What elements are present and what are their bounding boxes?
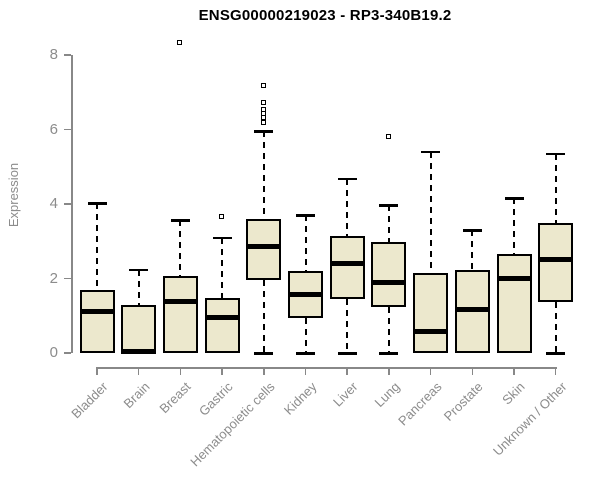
lower-whisker-cap	[254, 352, 274, 355]
y-axis-tick	[64, 54, 71, 56]
upper-whisker	[346, 178, 349, 237]
upper-whisker-cap	[212, 236, 232, 240]
median-line	[121, 348, 157, 354]
box-iqr	[496, 253, 532, 353]
outlier-point	[385, 134, 391, 140]
y-tick-label: 0	[49, 344, 58, 361]
box-iqr	[371, 241, 407, 308]
lower-whisker-cap	[546, 352, 566, 355]
y-axis-tick	[64, 277, 71, 280]
median-line	[288, 292, 323, 298]
outlier-point	[177, 39, 183, 45]
upper-whisker	[429, 151, 432, 273]
upper-whisker	[387, 205, 390, 242]
y-tick-label: 6	[49, 120, 58, 138]
upper-whisker-cap	[129, 268, 149, 272]
y-axis-tick	[64, 203, 71, 205]
upper-whisker	[137, 269, 140, 305]
median-line	[246, 243, 282, 249]
median-line	[162, 299, 198, 305]
outlier-point	[260, 99, 266, 105]
x-axis-tick	[429, 368, 432, 375]
upper-whisker-cap	[504, 197, 524, 200]
outlier-point	[260, 82, 266, 88]
y-tick-label: 2	[49, 269, 58, 287]
box-iqr	[329, 236, 365, 299]
upper-whisker-cap	[254, 130, 274, 133]
box-iqr	[413, 272, 449, 353]
x-axis-tick	[513, 368, 515, 375]
y-axis-tick	[64, 128, 71, 131]
median-line	[454, 307, 490, 313]
x-axis-tick	[304, 368, 307, 375]
upper-whisker	[513, 198, 515, 254]
y-tick-label: 4	[49, 195, 58, 212]
outlier-point	[219, 213, 225, 219]
x-axis-tick	[388, 368, 390, 375]
x-axis-tick	[221, 368, 223, 375]
y-axis-tick	[64, 352, 71, 354]
lower-whisker-cap	[379, 352, 399, 355]
median-line	[496, 276, 532, 281]
y-axis-line	[71, 55, 73, 353]
lower-whisker-cap	[337, 352, 357, 355]
x-axis-tick	[137, 368, 140, 375]
upper-whisker-cap	[421, 150, 441, 154]
upper-whisker	[554, 153, 557, 224]
x-axis-tick	[346, 368, 348, 375]
y-tick-label: 8	[49, 46, 58, 63]
upper-whisker	[471, 230, 474, 270]
lower-whisker-cap	[296, 352, 315, 355]
chart-title: ENSG00000219023 - RP3-340B19.2	[198, 7, 452, 24]
x-axis-tick	[96, 368, 98, 375]
upper-whisker	[179, 220, 182, 276]
upper-whisker-cap	[296, 214, 315, 217]
median-line	[329, 260, 365, 266]
x-axis-tick	[471, 368, 474, 375]
upper-whisker	[304, 215, 307, 272]
box-iqr	[204, 298, 240, 353]
upper-whisker-cap	[87, 202, 107, 205]
x-axis-tick	[554, 368, 557, 375]
box-iqr	[538, 223, 574, 302]
upper-whisker	[262, 131, 265, 219]
median-line	[79, 308, 115, 314]
upper-whisker	[221, 237, 224, 299]
x-axis-line	[96, 367, 557, 369]
box-iqr	[79, 289, 115, 353]
lower-whisker	[304, 317, 307, 353]
x-axis-tick	[263, 368, 265, 375]
box-iqr	[162, 275, 198, 353]
median-line	[204, 315, 240, 321]
lower-whisker	[262, 279, 265, 353]
upper-whisker-cap	[379, 204, 399, 207]
upper-whisker-cap	[337, 177, 357, 181]
median-line	[413, 328, 449, 334]
box-iqr	[121, 304, 157, 353]
lower-whisker	[554, 301, 557, 353]
box-iqr	[246, 218, 282, 280]
outlier-point	[260, 119, 266, 125]
x-axis-tick	[179, 368, 182, 375]
median-line	[538, 257, 574, 262]
median-line	[371, 280, 407, 286]
outlier-point	[260, 114, 266, 120]
lower-whisker	[387, 307, 390, 353]
upper-whisker-cap	[462, 229, 482, 232]
upper-whisker-cap	[546, 152, 566, 156]
upper-whisker	[96, 203, 98, 290]
lower-whisker	[346, 298, 349, 353]
upper-whisker-cap	[170, 219, 190, 222]
